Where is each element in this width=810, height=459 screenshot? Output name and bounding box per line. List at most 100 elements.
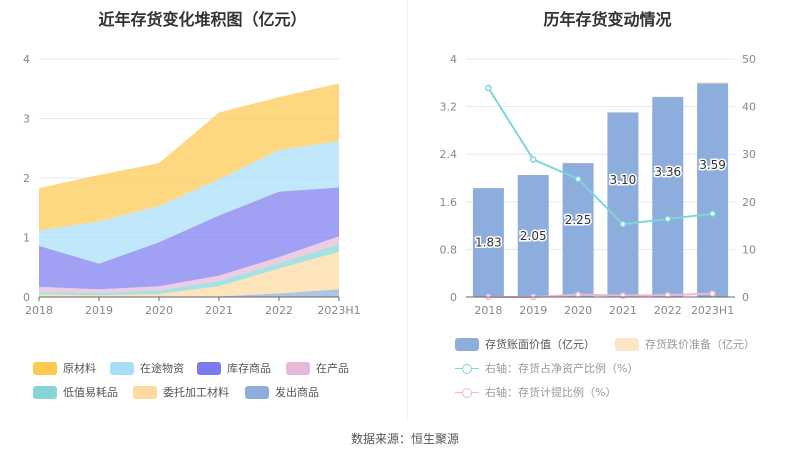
legend-label: 在途物资	[140, 362, 184, 375]
left-legend-item[interactable]: 原材料	[33, 360, 96, 376]
legend-label: 原材料	[63, 362, 96, 375]
x-tick-label: 2023H1	[317, 304, 360, 317]
net-asset-ratio-point	[709, 210, 716, 217]
right-legend-item[interactable]: 存货账面价值（亿元）	[455, 336, 595, 352]
area-0	[39, 289, 339, 297]
legend-swatch	[455, 362, 479, 375]
legend-label: 在产品	[316, 362, 349, 375]
data-source: 数据来源：恒生聚源	[350, 432, 459, 446]
x-tick-label: 2019	[85, 304, 113, 317]
bar-value-label: 3.10	[610, 173, 637, 187]
left-chart-title: 近年存货变化堆积图（亿元）	[98, 10, 307, 29]
legend-label: 低值易耗品	[63, 386, 118, 399]
net-asset-ratio-point	[530, 156, 537, 163]
y-right-tick-label: 20	[742, 196, 756, 209]
right-chart-title: 历年存货变动情况	[543, 10, 672, 29]
left-legend-item[interactable]: 委托加工材料	[133, 384, 229, 400]
book-value-bar	[652, 97, 684, 297]
net-asset-ratio-line	[487, 87, 713, 226]
y-tick-label: 3	[23, 113, 30, 126]
x-tick-label: 2018	[474, 304, 502, 317]
y-right-tick-label: 40	[742, 101, 756, 114]
x-tick-label: 2022	[654, 304, 682, 317]
y-left-tick-label: 2.4	[440, 148, 458, 161]
legend-swatch	[197, 361, 221, 375]
legend-swatch	[110, 361, 134, 375]
net-asset-ratio-point	[574, 175, 582, 183]
x-tick-label: 2022	[265, 304, 293, 317]
provision-bar	[652, 96, 684, 98]
y-tick-label: 4	[23, 53, 30, 66]
left-legend-item[interactable]: 在产品	[286, 360, 349, 376]
right-legend-item[interactable]: 右轴：存货计提比例（%）	[455, 384, 616, 400]
left-legend-item[interactable]: 在途物资	[110, 360, 184, 376]
x-tick-label: 2023H1	[691, 304, 734, 317]
provision-bar	[697, 82, 729, 84]
net-asset-ratio-point	[485, 84, 492, 92]
book-value-bar	[472, 188, 504, 297]
y-left-tick-label: 0.8	[440, 243, 458, 256]
x-tick-label: 2019	[519, 304, 547, 317]
y-right-tick-label: 10	[742, 243, 756, 256]
y-left-tick-label: 0	[450, 291, 457, 304]
x-tick-label: 2020	[564, 304, 592, 317]
bar-value-label: 3.59	[699, 158, 726, 172]
left-legend-item[interactable]: 发出商品	[245, 384, 319, 400]
left-legend-item[interactable]: 库存商品	[197, 360, 271, 376]
legend-swatch	[133, 385, 157, 399]
legend-label: 发出商品	[275, 386, 319, 399]
y-tick-label: 0	[23, 291, 30, 304]
y-tick-label: 1	[23, 232, 30, 245]
legend-label: 右轴：存货计提比例（%）	[485, 386, 617, 399]
legend-swatch	[33, 385, 57, 399]
y-right-tick-label: 0	[742, 291, 749, 304]
y-left-tick-label: 1.6	[440, 196, 458, 209]
left-legend: 原材料 在途物资 库存商品 在产品低值易耗品 委托加工材料 发出商品	[33, 360, 349, 400]
bar-value-label: 3.36	[654, 165, 681, 179]
x-tick-label: 2018	[25, 304, 53, 317]
legend-label: 库存商品	[227, 362, 271, 375]
book-value-bar	[607, 112, 639, 297]
net-asset-ratio-point	[619, 220, 627, 228]
y-right-tick-label: 30	[742, 148, 756, 161]
legend-swatch	[455, 386, 479, 399]
book-value-bar	[697, 83, 729, 298]
y-right-tick-label: 50	[742, 53, 756, 66]
x-tick-label: 2020	[145, 304, 173, 317]
legend-label: 存货账面价值（亿元）	[485, 338, 595, 351]
net-asset-ratio-point	[664, 215, 671, 223]
provision-ratio-point	[664, 291, 671, 299]
x-tick-label: 2021	[205, 304, 233, 317]
area-5	[39, 141, 339, 264]
stacked-area-chart: 0 1 2 3 4 2018 2019 2020 2021 2022 2023H1	[23, 53, 361, 317]
y-tick-label: 2	[23, 172, 30, 185]
provision-bar	[562, 162, 594, 164]
legend-label: 右轴：存货占净资产比例（%）	[485, 362, 639, 375]
bar-value-label: 1.83	[475, 236, 502, 250]
chart-divider	[407, 0, 408, 420]
book-value-bar	[517, 175, 549, 297]
legend-swatch	[286, 361, 310, 375]
legend-swatch	[33, 361, 57, 375]
area-1	[39, 251, 339, 297]
provision-ratio-point	[574, 291, 582, 298]
legend-swatch	[455, 337, 479, 351]
book-value-bar	[562, 163, 594, 297]
bar-value-label: 2.25	[565, 213, 592, 227]
x-tick-label: 2021	[609, 304, 637, 317]
right-legend-item[interactable]: 右轴：存货占净资产比例（%）	[455, 360, 638, 376]
provision-bar	[607, 111, 639, 113]
legend-swatch	[245, 385, 269, 399]
legend-swatch	[615, 337, 639, 351]
legend-label: 委托加工材料	[163, 386, 229, 399]
area-4	[39, 187, 339, 290]
left-legend-item[interactable]: 低值易耗品	[33, 384, 118, 400]
y-left-tick-label: 4	[450, 53, 457, 66]
area-6	[39, 83, 339, 231]
right-legend-item[interactable]: 存货跌价准备（亿元）	[615, 336, 755, 352]
y-left-tick-label: 3.2	[440, 101, 458, 114]
provision-ratio-point	[709, 290, 716, 297]
legend-label: 存货跌价准备（亿元）	[645, 338, 755, 351]
